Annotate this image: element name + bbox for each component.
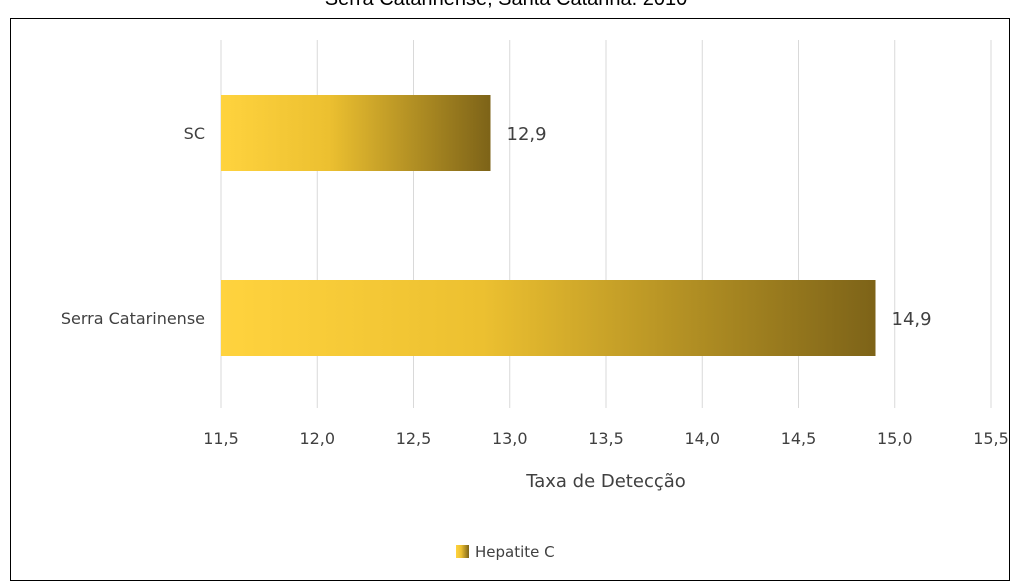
bar-serra-catarinense xyxy=(221,280,876,356)
bar-sc xyxy=(221,95,491,171)
chart-caption: Serra Catarinense, Santa Catarina. 2010 xyxy=(0,0,1012,11)
x-tick-label: 12,0 xyxy=(299,429,335,448)
labels: 11,5 12,0 12,5 13,0 13,5 14,0 14,5 15,0 15,5 SC 12… xyxy=(61,124,1009,492)
x-tick-label: 15,5 xyxy=(973,429,1009,448)
legend: Hepatite C xyxy=(456,543,555,561)
chart-frame xyxy=(10,18,1010,581)
x-axis-title: Taxa de Detecção xyxy=(525,471,686,492)
data-label: 12,9 xyxy=(507,124,547,145)
bars xyxy=(221,95,876,356)
x-tick-label: 13,0 xyxy=(492,429,528,448)
data-label: 14,9 xyxy=(892,309,932,330)
x-tick-label: 12,5 xyxy=(396,429,432,448)
x-tick-label: 15,0 xyxy=(877,429,913,448)
legend-label: Hepatite C xyxy=(475,543,555,561)
x-tick-label: 13,5 xyxy=(588,429,624,448)
category-label: Serra Catarinense xyxy=(61,309,205,328)
legend-swatch xyxy=(456,545,469,558)
x-tick-label: 14,5 xyxy=(781,429,817,448)
x-tick-label: 14,0 xyxy=(684,429,720,448)
x-tick-label: 11,5 xyxy=(203,429,239,448)
category-label: SC xyxy=(184,124,205,143)
